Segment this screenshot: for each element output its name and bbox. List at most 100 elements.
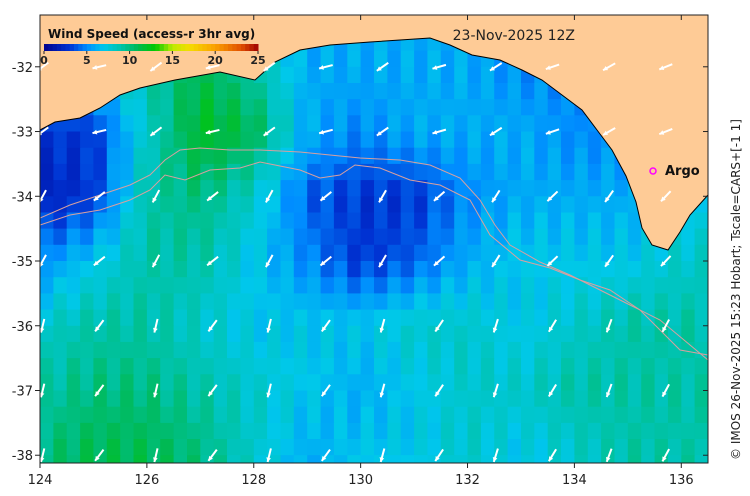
wind-cell [213, 455, 228, 463]
wind-cell [253, 341, 268, 359]
wind-arrow [318, 64, 333, 70]
wind-cell [200, 358, 215, 375]
wind-cell [681, 228, 696, 246]
wind-cell [66, 228, 81, 246]
wind-cell [494, 212, 509, 230]
wind-cell [427, 455, 442, 463]
colorbar-segment [253, 44, 259, 51]
wind-cell [414, 325, 429, 343]
wind-cell [467, 309, 482, 327]
wind-cell [80, 147, 95, 165]
wind-cell [240, 131, 255, 149]
wind-cell [627, 455, 642, 463]
wind-cell [293, 131, 308, 149]
wind-cell [427, 439, 442, 456]
wind-cell [574, 228, 589, 246]
wind-cell [253, 325, 268, 343]
wind-cell [587, 390, 602, 408]
wind-cell [173, 309, 188, 327]
wind-cell [454, 212, 469, 230]
wind-arrow [153, 318, 159, 333]
wind-arrow [491, 254, 501, 268]
wind-cell [654, 439, 669, 456]
wind-cell [667, 358, 682, 375]
wind-cell [280, 358, 295, 375]
wind-cell [374, 374, 388, 392]
wind-cell [120, 99, 135, 116]
wind-cell [93, 147, 108, 165]
wind-cell [708, 293, 722, 310]
wind-cell [280, 115, 295, 133]
wind-cell [641, 325, 656, 343]
argo-float-icon[interactable] [649, 167, 657, 175]
wind-cell [93, 163, 108, 181]
wind-cell [240, 163, 255, 181]
wind-cell [494, 406, 509, 424]
wind-cell [574, 115, 589, 133]
wind-cell [227, 147, 241, 165]
wind-cell [480, 325, 495, 343]
wind-cell [173, 163, 188, 181]
wind-cell [681, 244, 696, 262]
wind-cell [227, 439, 241, 456]
wind-cell [360, 147, 375, 165]
y-tick-label: -34 [12, 190, 33, 205]
wind-cell [641, 277, 656, 294]
wind-cell [333, 83, 348, 100]
wind-cell [480, 455, 495, 463]
wind-cell [200, 115, 215, 133]
wind-cell [641, 406, 656, 424]
wind-cell [414, 196, 429, 214]
contour-line [40, 161, 708, 356]
wind-cell [480, 131, 495, 149]
wind-cell [467, 66, 482, 84]
wind-cell [267, 390, 282, 408]
wind-cell [173, 390, 188, 408]
wind-cell [106, 261, 121, 278]
wind-cell [280, 66, 295, 84]
wind-cell [307, 341, 322, 359]
wind-cell [494, 293, 509, 311]
wind-cell [320, 147, 335, 165]
colorbar-segment [146, 44, 152, 51]
wind-cell [400, 131, 415, 149]
wind-arrow [434, 319, 444, 333]
wind-cell [253, 163, 268, 181]
wind-cell [307, 83, 322, 100]
wind-cell [641, 261, 656, 278]
wind-cell [400, 455, 415, 463]
wind-cell [347, 455, 362, 463]
wind-cell [93, 212, 108, 230]
wind-cell [480, 358, 495, 375]
argo-marker[interactable]: Argo [649, 164, 700, 179]
wind-cell [547, 147, 562, 165]
wind-cell [708, 180, 722, 197]
wind-cell [213, 293, 228, 311]
wind-cell [507, 180, 522, 197]
wind-cell [280, 212, 295, 230]
wind-cell [80, 455, 95, 463]
wind-cell [614, 455, 629, 463]
wind-cell [53, 293, 68, 311]
wind-arrow [205, 64, 220, 70]
wind-cell [521, 131, 535, 149]
wind-cell [574, 244, 589, 262]
wind-cell [280, 261, 295, 278]
wind-cell [80, 374, 95, 392]
colorbar-segment [232, 44, 238, 51]
wind-cell [293, 309, 308, 327]
wind-cell [106, 277, 121, 294]
wind-cell [40, 147, 54, 165]
wind-cell [213, 325, 228, 343]
wind-cell [400, 374, 415, 392]
wind-cell [213, 99, 228, 116]
colorbar-segment [163, 44, 169, 51]
wind-cell [320, 309, 335, 327]
wind-cell [240, 309, 255, 327]
wind-cell [400, 358, 415, 375]
wind-cell [414, 115, 429, 133]
wind-cell [507, 163, 522, 181]
wind-cell [133, 131, 148, 149]
wind-cell [561, 390, 575, 408]
y-tick-label: -33 [12, 126, 33, 141]
